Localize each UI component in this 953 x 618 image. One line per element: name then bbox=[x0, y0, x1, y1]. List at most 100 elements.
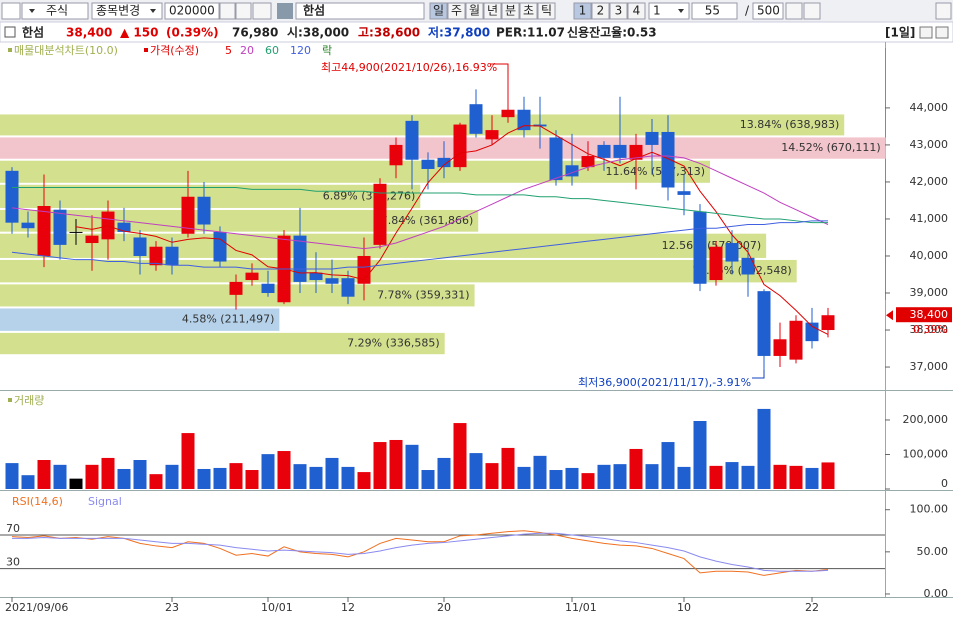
number-button[interactable] bbox=[609, 2, 628, 20]
window-button[interactable] bbox=[919, 26, 933, 39]
price-legend: 매물대분석차트(10.0) 가격(수정) 5 20 60 120 락 최고44,… bbox=[8, 44, 765, 508]
candle-body bbox=[565, 165, 579, 177]
number-button[interactable] bbox=[627, 2, 646, 20]
dropdown-icon bbox=[678, 9, 684, 13]
candle-body bbox=[485, 130, 499, 140]
current-rate: 0.39% bbox=[913, 323, 948, 336]
period-button[interactable] bbox=[501, 2, 520, 20]
legend-swatch bbox=[8, 48, 12, 52]
y-tick-label: 100,000 bbox=[903, 447, 949, 460]
stock-icon bbox=[277, 3, 293, 19]
count-input[interactable] bbox=[691, 2, 738, 20]
volume-bar bbox=[597, 464, 611, 489]
period-button[interactable] bbox=[447, 2, 466, 20]
market-select[interactable] bbox=[21, 2, 89, 20]
candle-body bbox=[725, 243, 739, 262]
change-select[interactable] bbox=[91, 2, 163, 20]
x-tick-label: 11/01 bbox=[565, 601, 597, 614]
candle-body bbox=[469, 104, 483, 134]
separator: / bbox=[745, 4, 750, 18]
period-button[interactable] bbox=[465, 2, 484, 20]
info-rate: (0.39%) bbox=[166, 26, 219, 40]
add-button[interactable] bbox=[785, 2, 803, 20]
period-button[interactable] bbox=[483, 2, 502, 20]
name-box bbox=[295, 2, 425, 20]
scroll-button[interactable] bbox=[252, 2, 272, 20]
candle-body bbox=[213, 231, 227, 262]
legend-ma: 60 bbox=[265, 44, 279, 57]
ma-line bbox=[11, 220, 828, 270]
volume-bar bbox=[421, 470, 435, 489]
legend-swatch bbox=[144, 48, 148, 52]
x-tick-label: 12 bbox=[341, 601, 355, 614]
candle-body bbox=[165, 246, 179, 266]
info-price: 38,400 bbox=[66, 26, 112, 40]
period-label: 틱 bbox=[541, 4, 552, 18]
volume-bar bbox=[677, 466, 691, 489]
candle-body bbox=[181, 196, 195, 234]
y-tick-label: 40,000 bbox=[910, 249, 949, 262]
checkbox[interactable] bbox=[4, 26, 16, 38]
code: 020000 bbox=[169, 4, 215, 18]
level-label: 30 bbox=[6, 556, 20, 569]
level-label: 70 bbox=[6, 522, 20, 535]
market: 주식 bbox=[46, 4, 68, 18]
code-input[interactable] bbox=[164, 2, 220, 20]
volume-bar bbox=[565, 467, 579, 489]
info-change: ▲ 150 bbox=[120, 26, 158, 40]
volume-bar bbox=[549, 470, 563, 489]
candle-body bbox=[133, 237, 147, 256]
unit: 1 bbox=[653, 4, 661, 18]
candle-body bbox=[613, 144, 627, 158]
candle-body bbox=[357, 255, 371, 284]
menu-button[interactable] bbox=[1, 2, 21, 20]
profile-label: 7.78% (359,331) bbox=[377, 288, 470, 301]
volume-bar bbox=[533, 455, 547, 489]
candle-body bbox=[677, 191, 691, 195]
candle-body bbox=[501, 109, 515, 118]
candle-body bbox=[5, 170, 19, 223]
x-tick-label: 10/01 bbox=[261, 601, 293, 614]
candle-body bbox=[101, 211, 115, 240]
volume-bar bbox=[629, 448, 643, 489]
expand-button[interactable] bbox=[935, 2, 952, 20]
y-tick-label: 38,000 bbox=[910, 323, 949, 336]
save-button[interactable] bbox=[803, 2, 821, 20]
y-tick-label: 41,000 bbox=[910, 212, 949, 225]
number-button[interactable] bbox=[573, 2, 592, 20]
favorite-button[interactable] bbox=[235, 2, 252, 20]
volume-bar bbox=[245, 470, 259, 489]
legend-profile: 매물대분석차트(10.0) bbox=[14, 44, 118, 57]
volume-bar bbox=[485, 463, 499, 489]
y-tick-label: 0 bbox=[941, 477, 948, 490]
number-label: 3 bbox=[615, 4, 623, 18]
candle-body bbox=[325, 278, 339, 284]
volume-bar bbox=[229, 463, 243, 489]
x-tick-label: 22 bbox=[805, 601, 819, 614]
y-tick-label: 37,000 bbox=[910, 360, 949, 373]
volume-bar bbox=[37, 460, 51, 489]
profile-band bbox=[0, 332, 445, 355]
period-button[interactable] bbox=[429, 2, 448, 20]
period-button[interactable] bbox=[537, 2, 556, 20]
candle-body bbox=[117, 222, 131, 232]
unit-input[interactable] bbox=[648, 2, 690, 20]
volume-bar bbox=[165, 464, 179, 489]
profile-band bbox=[0, 137, 886, 159]
info-low: 저:37,800 bbox=[428, 25, 490, 40]
close-button[interactable] bbox=[935, 26, 949, 39]
candle-body bbox=[789, 320, 803, 360]
search-button[interactable] bbox=[219, 2, 236, 20]
info-open: 시:38,000 bbox=[287, 26, 349, 40]
volume-bar bbox=[757, 408, 771, 489]
volume-bar bbox=[213, 467, 227, 489]
period-button[interactable] bbox=[519, 2, 538, 20]
period-label: 일 bbox=[433, 4, 444, 18]
volume-bar bbox=[453, 423, 467, 489]
legend-ma: 5 bbox=[225, 44, 232, 57]
rsi-line bbox=[12, 532, 829, 572]
number-button[interactable] bbox=[591, 2, 610, 20]
profile-label: 13.84% (638,983) bbox=[740, 118, 840, 131]
volume-bar bbox=[437, 457, 451, 489]
